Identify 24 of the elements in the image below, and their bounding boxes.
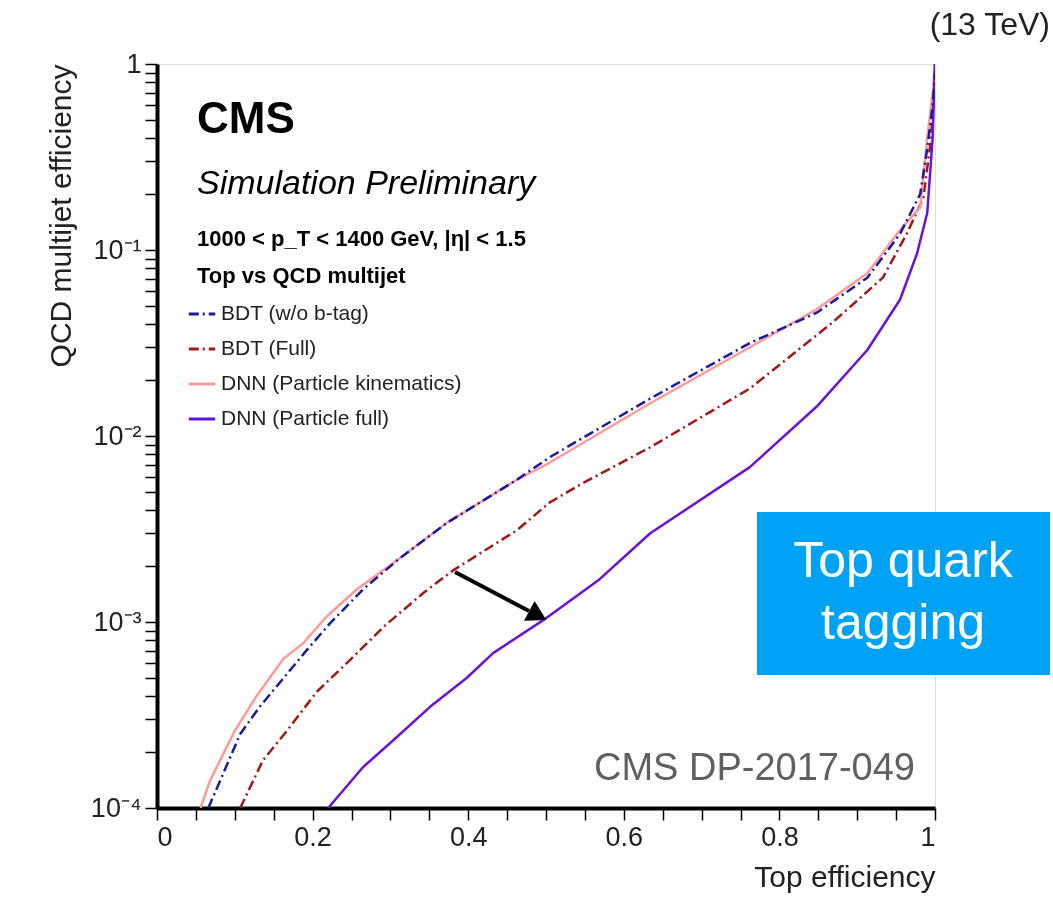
x-tick-label: 0.4 bbox=[449, 821, 488, 852]
legend-label: DNN (Particle full) bbox=[221, 406, 390, 429]
legend-label: DNN (Particle kinematics) bbox=[221, 371, 462, 394]
x-tick-label: 0.8 bbox=[761, 821, 799, 852]
y-tick-label: 10⁻³ bbox=[93, 606, 142, 637]
annotation: CMS DP-2017-049 bbox=[593, 746, 915, 788]
y-tick-label: 10⁻² bbox=[93, 420, 142, 451]
y-tick-label: 10⁻⁴ bbox=[90, 792, 142, 823]
x-tick-label: 0 bbox=[157, 821, 173, 852]
x-axis-title: Top efficiency bbox=[754, 859, 936, 893]
x-tick-label: 1 bbox=[920, 821, 936, 852]
legend-label: BDT (w/o b-tag) bbox=[221, 301, 369, 324]
y-tick-label: 1 bbox=[126, 48, 142, 79]
annotation: Top quark tagging bbox=[793, 532, 1014, 650]
annotation: CMS bbox=[197, 93, 295, 142]
y-tick-label: 10⁻¹ bbox=[93, 234, 142, 265]
x-tick-label: 0.2 bbox=[294, 821, 332, 852]
annotation: Top vs QCD multijet bbox=[197, 263, 407, 288]
annotation: Simulation Preliminary bbox=[197, 163, 538, 201]
chart-title: (13 TeV) bbox=[929, 6, 1050, 42]
y-axis-title: QCD multijet efficiency bbox=[43, 64, 77, 368]
annotation: 1000 < p_T < 1400 GeV, |η| < 1.5 bbox=[197, 226, 526, 251]
legend-label: BDT (Full) bbox=[221, 336, 317, 359]
x-tick-label: 0.6 bbox=[605, 821, 644, 852]
